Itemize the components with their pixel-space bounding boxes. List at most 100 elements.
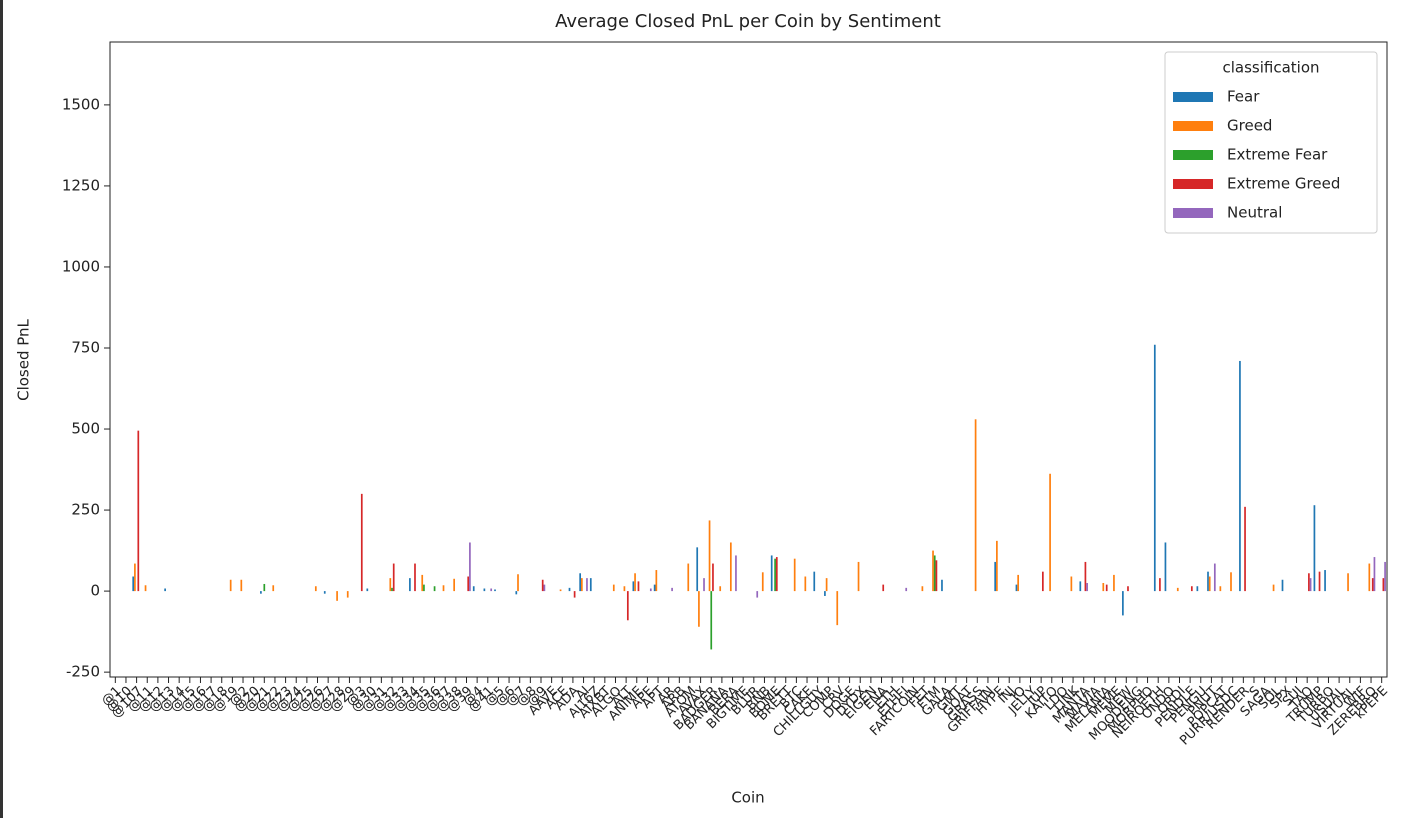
bar	[793, 558, 796, 592]
bar	[905, 587, 908, 592]
bar	[1318, 571, 1321, 592]
bar	[1244, 506, 1246, 592]
plot-frame	[109, 41, 1388, 678]
bar	[490, 588, 493, 592]
y-tick-label: 1500	[62, 95, 100, 113]
bar	[687, 563, 690, 592]
bar	[703, 578, 705, 592]
bar	[260, 591, 262, 594]
y-tick-label: 1000	[62, 257, 100, 275]
bar	[804, 576, 807, 592]
legend-title: classification	[1222, 59, 1319, 77]
window-edge	[0, 0, 3, 818]
y-tick-label: -250	[66, 663, 100, 681]
bar	[825, 578, 828, 592]
bar	[442, 585, 445, 592]
bar	[1153, 344, 1156, 592]
bar	[366, 588, 369, 592]
bar	[1281, 579, 1284, 592]
bar	[1164, 542, 1167, 592]
y-axis-label: Closed PnL	[15, 318, 33, 400]
bar	[632, 581, 635, 592]
bar	[573, 591, 576, 598]
bar	[541, 579, 544, 592]
bar	[409, 578, 411, 592]
bar	[756, 591, 759, 598]
bar	[1079, 581, 1082, 592]
bar	[994, 561, 997, 592]
bar	[586, 578, 588, 592]
x-axis-label: Coin	[731, 789, 764, 807]
bar	[589, 578, 592, 592]
bar	[921, 586, 924, 592]
legend-label: Neutral	[1227, 204, 1282, 222]
bar	[494, 589, 496, 592]
bar	[1208, 576, 1211, 592]
bar	[1207, 571, 1209, 592]
bar	[453, 578, 456, 592]
bar	[857, 561, 860, 592]
bar	[229, 579, 232, 592]
bar	[360, 493, 363, 592]
legend-label: Extreme Fear	[1227, 146, 1328, 164]
bar	[935, 560, 938, 592]
bar	[346, 591, 349, 598]
bar	[1017, 574, 1020, 592]
bar	[712, 563, 714, 592]
bar	[581, 578, 583, 592]
bar	[137, 430, 140, 592]
bar	[240, 579, 243, 592]
bar	[1373, 557, 1376, 592]
bar	[708, 520, 711, 592]
bar	[813, 571, 816, 592]
y-tick-label: 1250	[62, 176, 100, 194]
bar	[1371, 578, 1374, 592]
bar	[414, 563, 416, 592]
bar	[568, 587, 571, 592]
bar	[1159, 578, 1161, 592]
bar	[467, 576, 470, 592]
bar	[941, 579, 943, 592]
bar	[974, 419, 977, 592]
bar	[579, 573, 582, 592]
bar	[1213, 563, 1216, 592]
legend-box	[1164, 51, 1378, 234]
bar	[1368, 563, 1371, 592]
y-tick-label: 250	[71, 501, 100, 519]
bar	[515, 591, 518, 595]
bar	[1313, 505, 1316, 592]
legend-swatch	[1173, 150, 1213, 160]
bar	[1308, 573, 1310, 592]
bar	[653, 584, 656, 592]
bar	[392, 563, 395, 592]
bar	[559, 589, 562, 592]
bar	[933, 555, 936, 592]
bar	[1347, 573, 1349, 592]
y-tick-label: 0	[90, 582, 100, 600]
bar	[421, 574, 424, 592]
bar	[1272, 584, 1275, 592]
bar	[389, 578, 392, 592]
bar	[655, 570, 658, 592]
bar	[612, 584, 615, 592]
bar	[472, 586, 475, 592]
bar	[698, 591, 700, 627]
bar	[1230, 572, 1232, 592]
bar	[634, 573, 636, 592]
legend-label: Greed	[1227, 117, 1272, 135]
bar	[1102, 582, 1105, 592]
bar	[671, 587, 673, 592]
bar	[1015, 584, 1018, 592]
legend-swatch	[1173, 208, 1213, 218]
bar	[932, 550, 934, 592]
legend-label: Extreme Greed	[1227, 175, 1340, 193]
bar	[623, 586, 626, 592]
bar	[729, 542, 732, 592]
bar	[144, 585, 147, 592]
bar	[824, 591, 826, 596]
bar	[1384, 561, 1386, 592]
bar	[1122, 591, 1124, 616]
bar	[1382, 578, 1385, 592]
bar	[637, 581, 640, 592]
bar	[626, 591, 629, 621]
